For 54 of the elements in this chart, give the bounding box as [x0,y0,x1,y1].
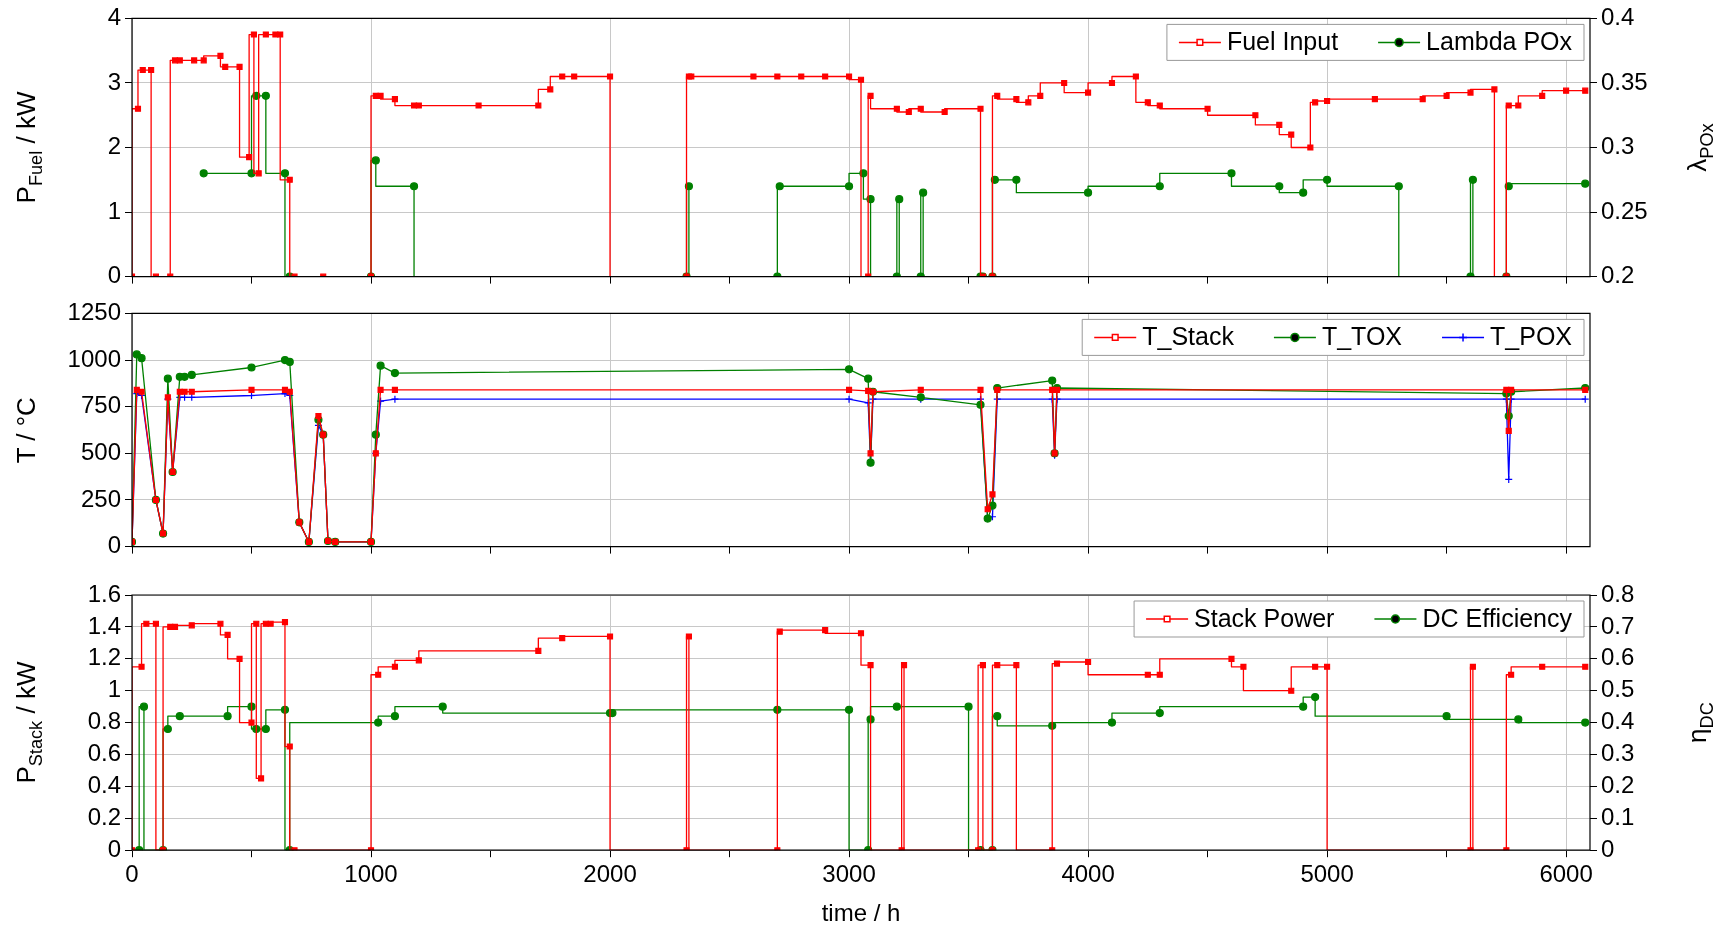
y2-tick-label: 0.2 [1601,771,1635,799]
y-tick-label: 0.6 [87,739,121,767]
y-tick-label: 0 [107,531,121,559]
legend-label: Lambda POx [1426,27,1573,56]
y-tick-label: 0 [107,834,121,862]
x-tick-label: 4000 [1061,860,1115,888]
y-axis-title: PStack / kW [11,661,47,784]
y-tick-label: 1.6 [87,579,121,607]
y-tick-label: 1.2 [87,643,121,671]
y-tick-label: 1 [107,196,121,224]
legend-label: T_POX [1490,322,1573,351]
y2-tick-label: 0.5 [1601,675,1635,703]
y-axis-title: T / °C [11,397,42,464]
x-tick-label: 2000 [583,860,637,888]
legend-label: DC Efficiency [1422,603,1573,632]
x-tick-label: 0 [125,860,139,888]
x-tick-label: 3000 [822,860,876,888]
legend-label: T_Stack [1142,322,1235,351]
x-axis-title: time / h [821,898,901,926]
y2-tick-label: 0.4 [1601,3,1635,31]
legend-label: T_TOX [1321,322,1403,351]
y-tick-label: 0.4 [87,771,121,799]
y-tick-label: 500 [80,437,121,465]
y-tick-label: 3 [107,67,121,95]
y2-tick-label: 0.35 [1601,67,1648,95]
x-tick-label: 5000 [1300,860,1354,888]
y-tick-label: 1.4 [87,611,121,639]
y-tick-label: 250 [80,484,121,512]
legend-label: Fuel Input [1226,27,1339,56]
y-tick-label: 2 [107,132,121,160]
y-tick-label: 0.8 [87,707,121,735]
y2-tick-label: 0.2 [1601,261,1635,289]
y-tick-label: 0 [107,261,121,289]
y2-tick-label: 0.25 [1601,196,1648,224]
x-tick-label: 1000 [344,860,398,888]
y2-axis-title: ηDC [1682,702,1718,743]
y-tick-label: 750 [80,391,121,419]
y2-tick-label: 0 [1601,834,1615,862]
y2-tick-label: 0.6 [1601,643,1635,671]
legend-label: Stack Power [1194,603,1335,632]
y-axis-title: PFuel / kW [11,91,47,204]
x-tick-label: 6000 [1539,860,1593,888]
y2-tick-label: 0.3 [1601,132,1635,160]
y2-tick-label: 0.1 [1601,802,1635,830]
y2-tick-label: 0.7 [1601,611,1635,639]
y-tick-label: 1000 [67,344,121,372]
y2-tick-label: 0.8 [1601,579,1635,607]
y-tick-label: 0.2 [87,802,121,830]
y-tick-label: 1 [107,675,121,703]
y2-tick-label: 0.3 [1601,739,1635,767]
y-tick-label: 1250 [67,298,121,326]
y2-axis-title: λPOx [1682,123,1718,172]
y2-tick-label: 0.4 [1601,707,1635,735]
y-tick-label: 4 [107,3,121,31]
